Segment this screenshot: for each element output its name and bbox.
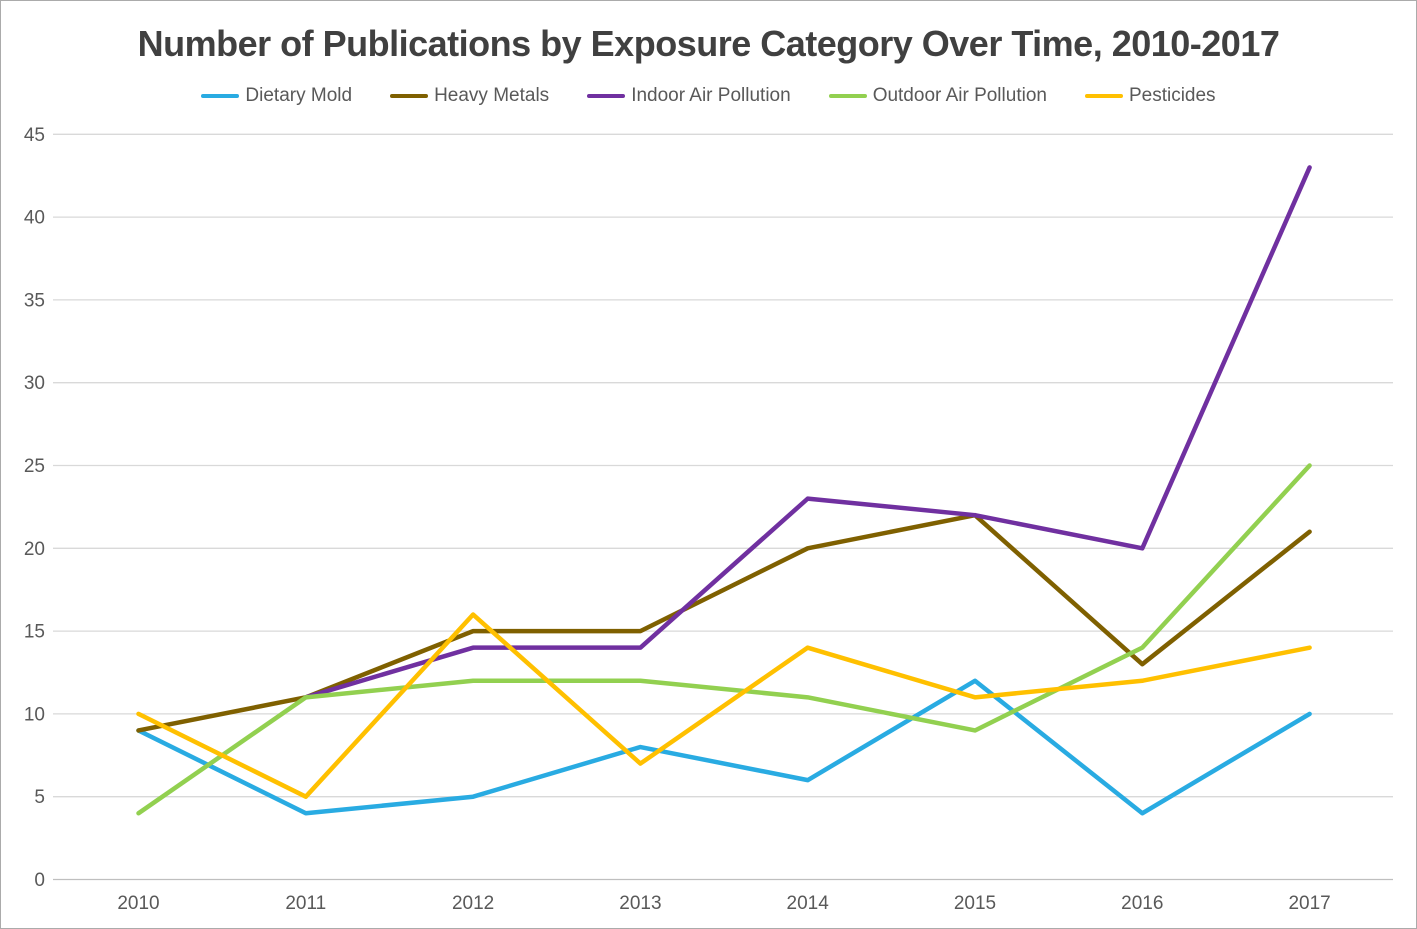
- x-axis-label-2012: 2012: [452, 893, 494, 914]
- legend-item-dietary-mold: Dietary Mold: [201, 85, 352, 107]
- legend-swatch-heavy-metals: [390, 93, 429, 99]
- legend: Dietary Mold Heavy Metals Indoor Air Pollu…: [1, 85, 1416, 107]
- legend-swatch-pesticides: [1084, 93, 1123, 99]
- x-axis-label-2017: 2017: [1288, 893, 1330, 914]
- x-axis-label-2010: 2010: [117, 893, 159, 914]
- chart-title: Number of Publications by Exposure Categ…: [137, 23, 1280, 64]
- legend-swatch-outdoor-air-pollution: [828, 93, 867, 99]
- series-line-pesticides: [136, 612, 1312, 799]
- x-axis-label-2013: 2013: [619, 893, 661, 914]
- legend-label-heavy-metals: Heavy Metals: [434, 85, 550, 106]
- x-axis-label-2016: 2016: [1121, 893, 1163, 914]
- series-line-indoor-air-pollution: [303, 165, 1312, 700]
- series-line-outdoor-air-pollution: [136, 463, 1312, 816]
- legend-item-indoor-air-pollution: Indoor Air Pollution: [587, 85, 791, 107]
- legend-label-outdoor-air-pollution: Outdoor Air Pollution: [872, 85, 1047, 106]
- series-line-dietary-mold: [136, 678, 1312, 816]
- y-axis-label-30: 30: [24, 373, 45, 394]
- y-axis-label-10: 10: [24, 704, 45, 725]
- legend-item-pesticides: Pesticides: [1084, 85, 1216, 107]
- legend-item-heavy-metals: Heavy Metals: [390, 85, 549, 107]
- x-axis-label-2014: 2014: [787, 893, 830, 914]
- x-axis-label-2011: 2011: [285, 893, 326, 914]
- legend-label-indoor-air-pollution: Indoor Air Pollution: [631, 85, 791, 106]
- legend-swatch-dietary-mold: [201, 93, 240, 99]
- x-axis-label-2015: 2015: [954, 893, 996, 914]
- y-axis-label-15: 15: [24, 622, 45, 643]
- y-axis-label-40: 40: [24, 208, 45, 229]
- series-line-heavy-metals: [136, 512, 1312, 733]
- y-axis-label-25: 25: [24, 456, 45, 477]
- y-axis-label-35: 35: [24, 290, 45, 311]
- legend-item-outdoor-air-pollution: Outdoor Air Pollution: [828, 85, 1047, 107]
- y-axis-label-20: 20: [24, 539, 45, 560]
- y-axis-label-45: 45: [24, 125, 45, 146]
- legend-label-pesticides: Pesticides: [1128, 85, 1216, 106]
- legend-swatch-indoor-air-pollution: [587, 93, 626, 99]
- legend-label-dietary-mold: Dietary Mold: [245, 85, 353, 106]
- y-axis-label-0: 0: [34, 870, 45, 891]
- y-axis-label-5: 5: [34, 787, 45, 808]
